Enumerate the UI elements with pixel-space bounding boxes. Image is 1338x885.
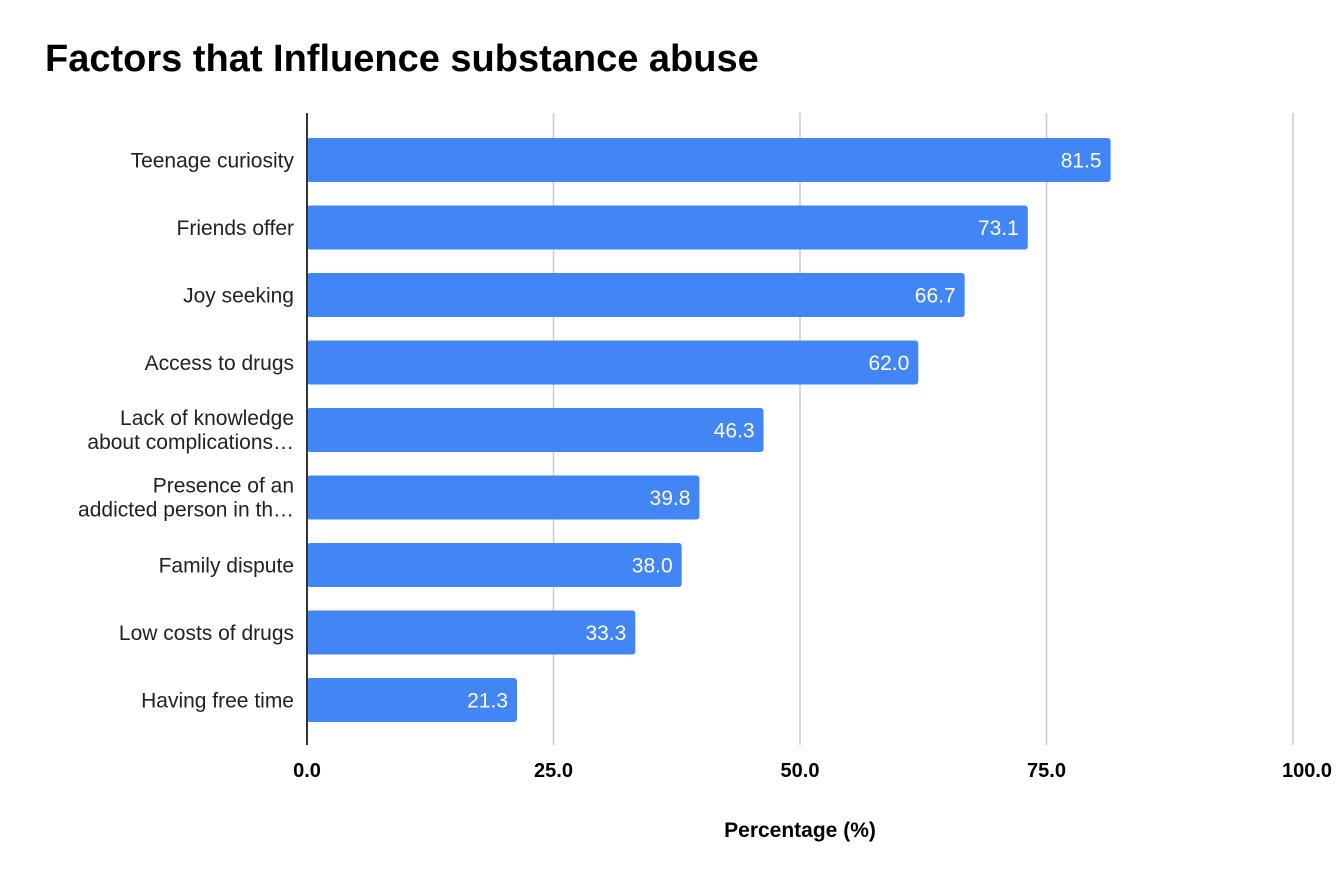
category-label: Low costs of drugs	[119, 622, 294, 645]
bar	[307, 678, 518, 722]
bar	[307, 475, 700, 520]
data-label: 46.3	[714, 420, 755, 443]
data-label: 66.7	[915, 285, 956, 308]
chart-title: Factors that Influence substance abuse	[45, 38, 759, 80]
category-label: Friends offer	[177, 217, 295, 240]
category-label: Teenage curiosity	[131, 150, 295, 173]
x-axis-title: Percentage (%)	[724, 819, 876, 842]
bar	[307, 205, 1028, 250]
category-label: Having free time	[141, 690, 294, 713]
category-label: Lack of knowledge about complications…	[87, 407, 294, 454]
category-label: Access to drugs	[145, 352, 294, 375]
data-label: 73.1	[978, 217, 1019, 240]
category-labels: Teenage curiosity Friends offer Joy seekin…	[78, 150, 294, 713]
category-label: Presence of an addicted person in th…	[78, 475, 294, 522]
bar	[307, 543, 682, 587]
data-label: 81.5	[1061, 150, 1102, 173]
data-label: 21.3	[467, 690, 508, 713]
data-label: 39.8	[650, 487, 691, 510]
x-tick-label: 50.0	[781, 760, 820, 782]
bar	[307, 340, 919, 385]
bar	[307, 610, 636, 655]
x-tick-label: 75.0	[1027, 760, 1066, 782]
bar	[307, 138, 1111, 182]
bar	[307, 273, 965, 317]
x-tick-label: 25.0	[534, 760, 573, 782]
category-label: Family dispute	[159, 555, 294, 578]
category-label: Joy seeking	[183, 285, 294, 308]
data-label: 38.0	[632, 555, 673, 578]
x-tick-labels: 0.0 25.0 50.0 75.0 100.0	[293, 760, 1332, 782]
x-tick-label: 100.0	[1282, 760, 1332, 782]
bar	[307, 408, 764, 452]
data-label: 62.0	[868, 352, 909, 375]
bars: 81.5 73.1 66.7 62.0 46.3 39.8 38.0 33.3 21.3	[307, 138, 1111, 722]
x-tick-label: 0.0	[293, 760, 321, 782]
data-label: 33.3	[585, 622, 626, 645]
